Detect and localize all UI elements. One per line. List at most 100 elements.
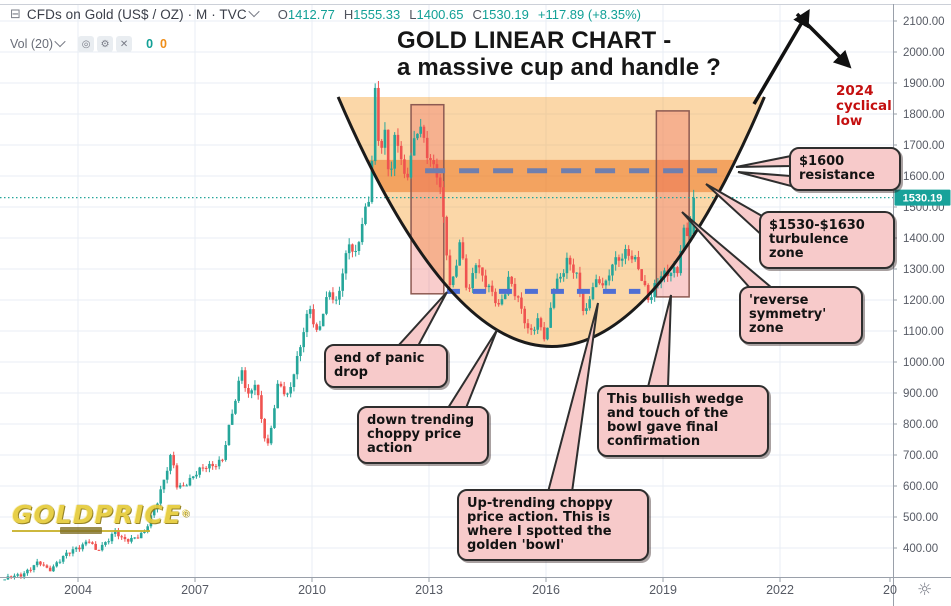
indicator-visibility-button[interactable]: ◎	[78, 36, 95, 52]
candle-body	[74, 547, 78, 550]
callout-tail-turbulence	[705, 183, 767, 241]
candle-body	[162, 479, 166, 490]
candle-body	[549, 307, 552, 328]
indicator-remove-button[interactable]: ✕	[116, 36, 133, 52]
candle-body	[58, 561, 62, 563]
candle-body	[624, 249, 627, 259]
candle-body	[282, 386, 286, 395]
candle-body	[445, 216, 448, 256]
cup-outline-curve[interactable]	[336, 96, 766, 348]
title-line-1: GOLD LINEAR CHART -	[397, 27, 672, 54]
projection-arrows[interactable]	[752, 8, 852, 105]
candle-body	[630, 255, 634, 260]
candle-body	[35, 561, 39, 566]
candle-body	[416, 133, 419, 139]
candle-body	[562, 273, 565, 277]
candle-body	[224, 445, 227, 460]
candle-body	[429, 158, 432, 161]
arrow-2024-low	[795, 12, 852, 69]
candle-body	[87, 541, 91, 543]
candle-body	[315, 324, 318, 330]
candle-body	[406, 173, 409, 178]
candle-body	[325, 297, 328, 314]
candle-body	[497, 303, 500, 305]
candle-body	[487, 285, 491, 288]
candle-body	[256, 384, 260, 396]
candle-body	[373, 87, 377, 162]
candle-body	[412, 138, 416, 156]
turbulence-band[interactable]	[332, 159, 770, 193]
callout-up-trending[interactable]: Up-trending choppy price action. This is…	[457, 489, 649, 562]
collapse-icon[interactable]: ⊟	[10, 7, 21, 22]
symbol-selector[interactable]: CFDs on Gold (US$ / OZ) · M · TVC	[26, 5, 260, 22]
candle-body	[331, 292, 335, 300]
callout-tail-resistance-lower	[737, 171, 792, 188]
time-tick-label: 20	[883, 583, 897, 597]
symbol-name: CFDs on Gold (US$ / OZ) · M · TVC	[26, 7, 247, 22]
indicator-settings-button[interactable]: ⚙	[97, 36, 114, 52]
trend-lines[interactable]	[0, 168, 893, 294]
candle-body	[539, 318, 543, 328]
price-tick-label: 2100.00	[903, 16, 945, 28]
candle-body	[328, 292, 331, 298]
candle-body	[594, 279, 598, 288]
candle-body	[208, 463, 211, 469]
price-tick-label: 1400.00	[903, 233, 945, 245]
candle-body	[100, 544, 104, 551]
time-tick-label: 2004	[64, 583, 92, 597]
candle-body	[78, 547, 81, 550]
axis-settings-gear-icon[interactable]: ☼	[917, 580, 933, 600]
candle-body	[419, 126, 422, 134]
chevron-down-icon	[248, 5, 260, 18]
candle-body	[422, 126, 426, 138]
annotation-2024-cyclical-low[interactable]: 2024 cyclical low	[836, 83, 892, 130]
callout-turbulence-zone[interactable]: $1530-$1630 turbulence zone	[759, 211, 895, 270]
candle-body	[48, 567, 52, 572]
candle-body	[318, 326, 322, 330]
chart-annotation-title[interactable]: GOLD LINEAR CHART - a massive cup and ha…	[397, 27, 721, 81]
callout-panic-drop[interactable]: end of panic drop	[324, 344, 448, 389]
volume-value-down: 0	[160, 37, 167, 51]
price-tick-label: 1600.00	[903, 171, 945, 183]
highlight-box[interactable]	[655, 110, 690, 298]
candle-body	[286, 393, 289, 395]
price-tick-label: 1100.00	[903, 326, 944, 338]
callout-down-trending[interactable]: down trending choppy price action	[357, 406, 489, 465]
axis-labels[interactable]: 400.00 500.00 600.00 700.00 800.00 900.00 1000…	[64, 16, 951, 597]
candle-body	[555, 278, 559, 291]
price-tick-label: 700.00	[903, 450, 938, 462]
candle-body	[71, 549, 75, 554]
ohlc-readout: O1412.77 H1555.33 L1400.65 C1530.19 +117…	[278, 7, 641, 22]
candle-body	[351, 244, 354, 252]
candle-body	[604, 280, 608, 286]
candle-body	[565, 257, 569, 274]
candle-body	[438, 177, 442, 188]
registered-mark: ®	[181, 508, 190, 520]
time-tick-label: 2013	[415, 583, 443, 597]
candle-body	[598, 279, 601, 284]
candle-body	[390, 168, 393, 170]
candle-body	[367, 201, 370, 207]
candle-body	[292, 374, 296, 387]
candle-body	[500, 299, 504, 305]
candle-body	[133, 537, 136, 539]
callout-reverse-symmetry[interactable]: 'reverse symmetry' zone	[739, 286, 863, 345]
low-value: 1400.65	[416, 7, 464, 22]
candle-body	[234, 400, 237, 414]
price-tick-label: 2000.00	[903, 47, 945, 59]
callout-1600-resistance[interactable]: $1600 resistance	[789, 147, 901, 192]
candle-body	[178, 485, 182, 488]
candle-body	[536, 318, 539, 330]
cup-outline[interactable]	[336, 96, 766, 348]
candle-body	[386, 129, 390, 170]
price-tick-label: 1200.00	[903, 295, 945, 307]
candle-body	[578, 272, 582, 292]
candle-body	[484, 275, 487, 288]
candle-body	[474, 265, 478, 274]
candle-body	[152, 509, 156, 516]
indicator-selector[interactable]: Vol (20)	[10, 35, 66, 51]
candle-body	[477, 265, 481, 268]
callout-bullish-wedge[interactable]: This bullish wedge and touch of the bowl…	[597, 385, 769, 458]
candle-body	[689, 221, 692, 236]
